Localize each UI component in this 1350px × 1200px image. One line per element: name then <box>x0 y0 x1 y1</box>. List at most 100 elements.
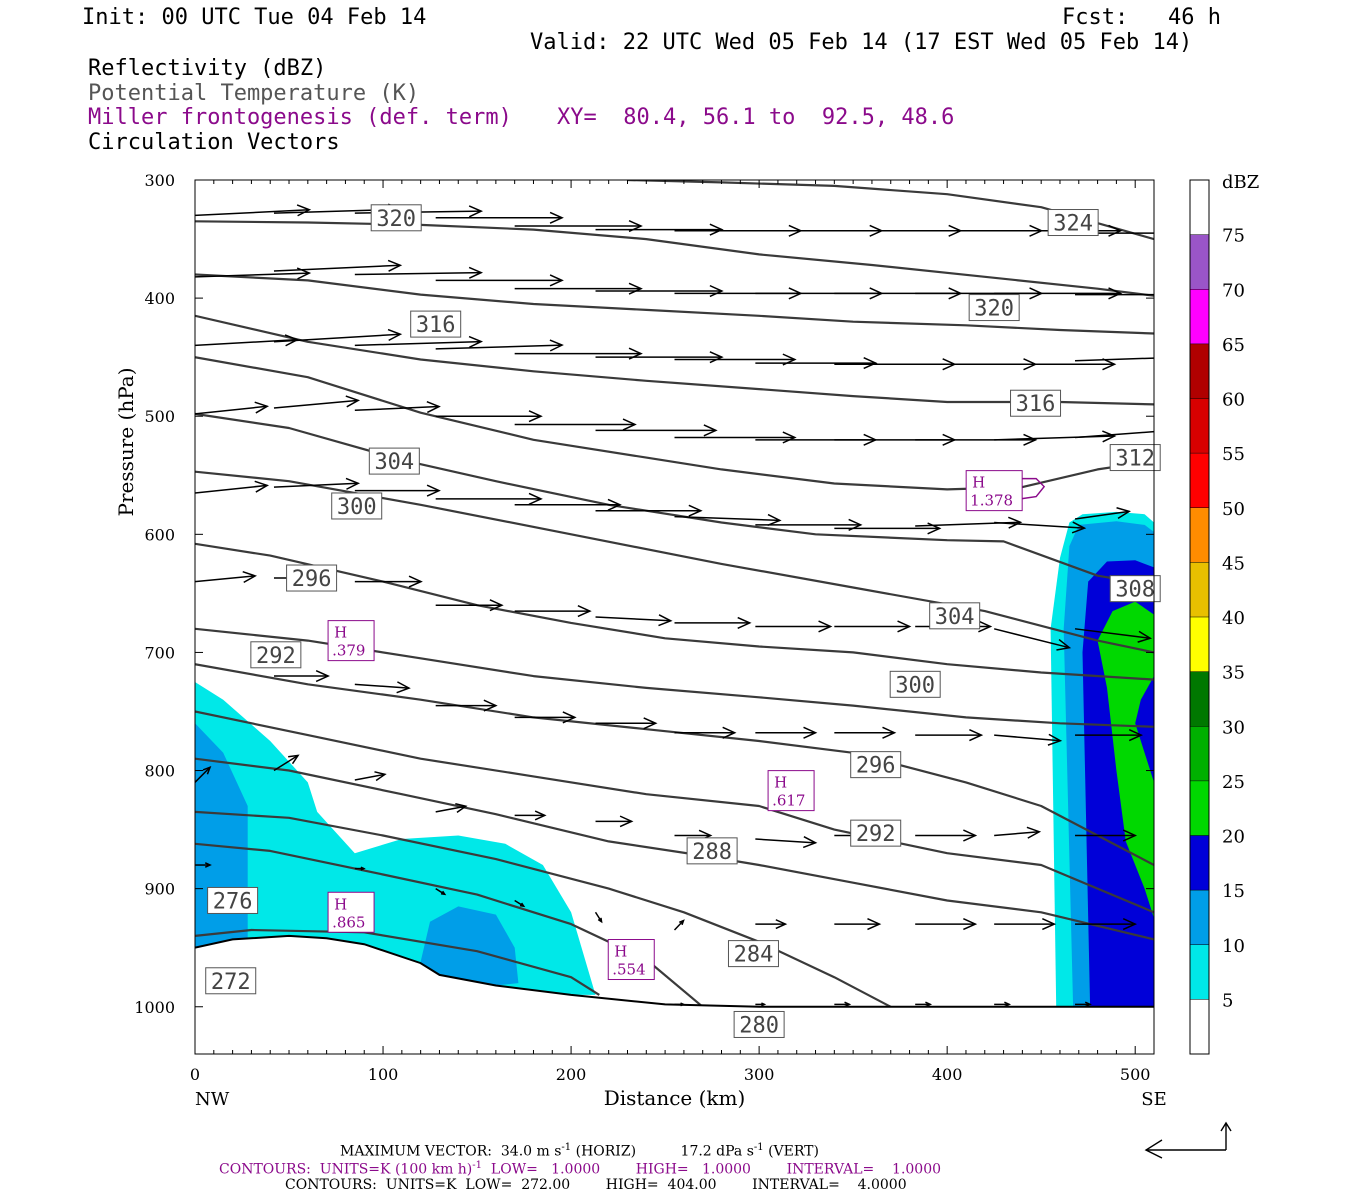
theta-label-304: 304 <box>929 602 981 630</box>
svg-text:H: H <box>972 474 985 492</box>
frontogenesis-maximum: H.865 <box>327 891 375 933</box>
svg-text:.554: .554 <box>612 961 645 979</box>
colorbar-swatch <box>1190 726 1209 781</box>
circulation-vector <box>435 802 468 813</box>
axes: 300 400 500 600 700 800 900 1000 0 100 200 300 400 50… <box>114 171 1167 1110</box>
theta-label-272: 272 <box>205 967 257 995</box>
svg-text:H: H <box>334 895 347 913</box>
colorbar-tick-label: 40 <box>1222 608 1245 629</box>
theta-label-316: 316 <box>410 310 462 338</box>
frontogenesis-maximum: H.617 <box>767 770 815 812</box>
theta-label-288: 288 <box>686 837 738 865</box>
theta-label-292: 292 <box>850 819 902 847</box>
circulation-vector <box>1075 1001 1092 1008</box>
colorbar-tick-label: 45 <box>1222 553 1245 574</box>
circulation-vector <box>354 681 411 694</box>
circulation-vector <box>514 418 637 431</box>
circulation-vector <box>195 480 270 494</box>
circulation-vector <box>595 223 724 236</box>
svg-text:320: 320 <box>376 207 416 232</box>
circulation-vector <box>834 917 882 931</box>
circulation-vector <box>1075 829 1138 842</box>
init-time: Init: 00 UTC Tue 04 Feb 14 <box>82 5 427 30</box>
svg-text:300: 300 <box>895 673 935 698</box>
theta-contour-280 <box>195 810 892 1008</box>
colorbar-tick-label: 10 <box>1222 936 1245 957</box>
theta-contour-272 <box>195 928 600 996</box>
circulation-vector <box>195 204 312 217</box>
colorbar-swatch <box>1190 780 1209 836</box>
circulation-vector <box>435 599 504 612</box>
circulation-vector <box>354 335 484 349</box>
circulation-vector <box>435 888 447 896</box>
colorbar-swatch <box>1190 343 1209 399</box>
theta-contour-292 <box>195 663 1154 866</box>
colorbar-swatch <box>1190 999 1209 1054</box>
svg-text:312: 312 <box>1115 447 1155 472</box>
circulation-vector <box>514 498 622 511</box>
frontogenesis-contour <box>1022 477 1046 500</box>
circulation-vector <box>195 862 212 868</box>
theta-contour-288 <box>195 710 1154 914</box>
theta-label-300: 300 <box>889 670 941 698</box>
circulation-vector <box>673 919 685 931</box>
circulation-vector <box>994 826 1042 839</box>
colorbar-swatch <box>1190 398 1209 454</box>
y-tick-label: 1000 <box>134 998 175 1017</box>
svg-text:300: 300 <box>337 495 377 520</box>
colorbar-tick-label: 5 <box>1222 990 1233 1011</box>
theta-label-312: 312 <box>1109 444 1161 472</box>
colorbar-swatch <box>1190 507 1209 563</box>
plot-frame <box>194 179 1155 1055</box>
theta-label-324: 324 <box>1047 209 1099 237</box>
circulation-vector <box>595 815 634 828</box>
theta-contour-304 <box>195 412 1154 587</box>
circulation-vector <box>435 410 543 423</box>
theta-label-320: 320 <box>370 204 422 232</box>
svg-text:1.378: 1.378 <box>970 492 1013 510</box>
svg-text:292: 292 <box>256 644 296 669</box>
circulation-vector <box>993 628 1072 651</box>
theta-label-292: 292 <box>250 641 302 669</box>
theta-label-316: 316 <box>1010 389 1062 417</box>
circulation-vector <box>674 1002 686 1007</box>
svg-text:.379: .379 <box>332 642 365 660</box>
x-tick-label: 400 <box>932 1065 963 1084</box>
colorbar-tick-label: 65 <box>1222 335 1245 356</box>
svg-text:288: 288 <box>692 840 732 865</box>
field-miller-frontogenesis: Miller frontogenesis (def. term) <box>88 105 512 130</box>
theta-label-296: 296 <box>850 751 902 779</box>
circulation-vector <box>435 339 564 352</box>
svg-text:292: 292 <box>856 822 896 847</box>
circulation-vector <box>595 504 703 517</box>
x-axis-label: Distance (km) <box>604 1086 746 1110</box>
circulation-vector <box>1074 628 1153 643</box>
svg-text:316: 316 <box>1016 392 1056 417</box>
theta-label-320: 320 <box>968 294 1020 322</box>
svg-text:H: H <box>614 943 627 961</box>
circulation-vector <box>595 614 673 627</box>
circulation-vector <box>273 477 361 490</box>
colorbar-tick-label: 30 <box>1222 717 1245 738</box>
circulation-vector <box>354 866 366 871</box>
y-tick-label: 700 <box>144 643 175 662</box>
colorbar-tick-label: 75 <box>1222 226 1245 247</box>
circulation-vector <box>755 356 878 370</box>
theta-contour-316 <box>195 273 1154 335</box>
frontogenesis-maximum: H.554 <box>607 939 655 981</box>
svg-text:.865: .865 <box>332 913 365 931</box>
circulation-vector <box>435 274 564 287</box>
colorbar-swatch <box>1190 289 1209 344</box>
field-potential-temperature: Potential Temperature (K) <box>88 81 420 106</box>
circulation-vector <box>595 351 724 364</box>
svg-text:296: 296 <box>856 754 896 779</box>
theta-label-284: 284 <box>727 940 779 968</box>
colorbar-swatch <box>1190 835 1209 891</box>
circulation-vector <box>435 211 564 224</box>
theta-label-304: 304 <box>368 447 420 475</box>
circulation-vector <box>273 669 330 683</box>
colorbar-tick-label: 20 <box>1222 827 1245 848</box>
colorbar-tick-label: 70 <box>1222 280 1245 301</box>
colorbar-swatch <box>1190 944 1209 1000</box>
